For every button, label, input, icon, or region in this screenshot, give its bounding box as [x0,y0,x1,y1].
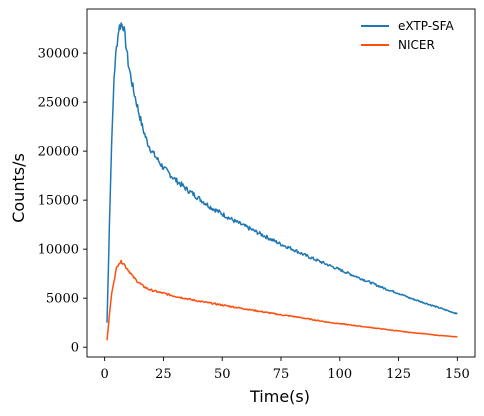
legend: eXTP-SFA NICER [361,19,454,52]
series-layer [106,22,458,341]
x-tick-label: 150 [445,367,470,382]
x-tick-label: 50 [214,367,231,382]
y-tick-label: 20000 [38,145,79,160]
x-tick-label: 75 [273,367,290,382]
y-tick-label: 15000 [38,194,79,209]
legend-label-extp-sfa: eXTP-SFA [398,19,454,33]
x-axis-ticks: 0 25 50 75 100 125 150 [100,357,470,382]
legend-label-nicer: NICER [398,38,435,52]
x-tick-label: 125 [386,367,411,382]
plot-area [86,8,476,358]
x-axis-label: Time(s) [249,387,310,406]
y-axis-ticks: 0 5000 10000 15000 20000 25000 30000 [38,47,87,356]
plot-frame [86,8,476,358]
series-line-nicer [106,259,458,341]
y-tick-label: 0 [71,341,79,356]
y-tick-label: 10000 [38,243,79,258]
series-line-extp-sfa [106,22,458,323]
y-axis-label: Counts/s [9,153,28,223]
x-tick-label: 0 [100,367,108,382]
y-tick-label: 25000 [38,96,79,111]
x-tick-label: 100 [327,367,352,382]
x-tick-label: 25 [155,367,172,382]
y-tick-label: 5000 [46,292,79,307]
y-tick-label: 30000 [38,47,79,62]
